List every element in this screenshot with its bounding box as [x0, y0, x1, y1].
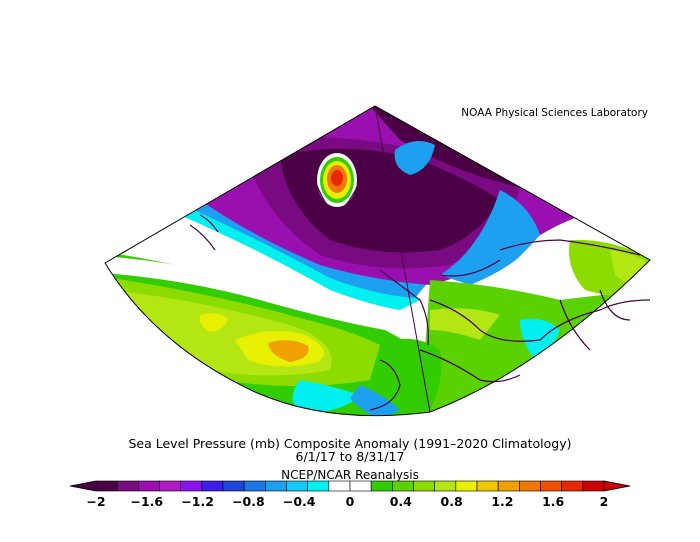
colorbar-tick-label: 0.8 — [440, 494, 463, 509]
map-frame — [104, 105, 651, 417]
colorbar-swatch — [286, 480, 308, 492]
colorbar-swatch — [95, 480, 118, 492]
colorbar-max-arrow — [603, 480, 631, 492]
colorbar-tick-label: 0 — [345, 494, 355, 509]
colorbar-swatch — [328, 480, 351, 492]
colorbar-swatch — [138, 480, 160, 492]
colorbar-tick-label: −1.2 — [181, 494, 214, 509]
colorbar-tick-label: 0.4 — [389, 494, 412, 509]
colorbar-swatch — [519, 480, 541, 492]
colorbar-swatch — [116, 480, 139, 492]
colorbar-swatch — [413, 480, 435, 492]
colorbar-tick-label: −0.4 — [282, 494, 316, 509]
colorbar-swatch — [434, 480, 457, 492]
date-range: 6/1/17 to 8/31/17 — [295, 449, 405, 464]
colorbar-tick-label: 2 — [599, 494, 609, 509]
colorbar-swatch — [201, 480, 224, 492]
colorbar-tick-label: 1.6 — [542, 494, 565, 509]
map-title: Sea Level Pressure (mb) Composite Anomal… — [128, 436, 572, 451]
colorbar-swatch — [476, 480, 499, 492]
colorbar-swatch — [540, 480, 562, 492]
colorbar-swatch — [265, 480, 287, 492]
coastlines — [189, 164, 651, 411]
colorbar-swatch — [222, 480, 245, 492]
colorbar-swatch — [180, 480, 203, 492]
colorbar-swatch — [307, 480, 330, 492]
colorbar-tick-label: −0.8 — [232, 494, 265, 509]
colorbar-swatch — [582, 480, 605, 492]
colorbar-swatch — [243, 480, 266, 492]
colorbar-swatch — [455, 480, 478, 492]
colorbar-swatch — [159, 480, 181, 492]
meridian-line — [374, 105, 431, 413]
colorbar-min-arrow — [69, 480, 97, 492]
colorbar-swatch — [392, 480, 414, 492]
colorbar-tick-label: −1.6 — [130, 494, 164, 509]
colorbar-swatch — [561, 480, 584, 492]
colorbar-tick-label: 1.2 — [491, 494, 514, 509]
credit-label: NOAA Physical Sciences Laboratory — [461, 107, 648, 119]
colorbar-swatch — [349, 480, 372, 492]
dataset-label: NCEP/NCAR Reanalysis — [281, 468, 419, 482]
colorbar-tick-label: −2 — [86, 494, 106, 509]
colorbar-swatch — [497, 480, 520, 492]
colorbar-swatch — [370, 480, 393, 492]
